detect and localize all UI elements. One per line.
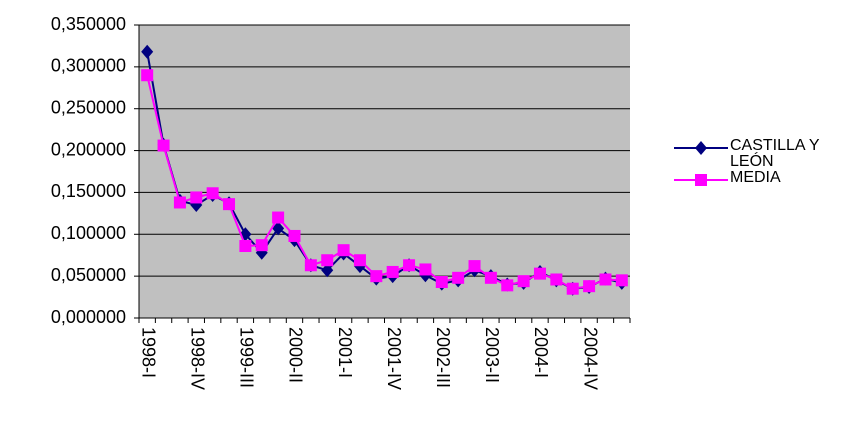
marker bbox=[517, 275, 530, 288]
x-tick-label: 1999-III bbox=[237, 327, 257, 388]
marker bbox=[223, 198, 236, 211]
marker bbox=[304, 259, 317, 272]
legend-label: MEDIA bbox=[730, 169, 781, 186]
marker bbox=[533, 267, 546, 280]
marker bbox=[501, 279, 514, 292]
marker bbox=[157, 139, 170, 152]
x-tick-label: 2001-IV bbox=[384, 327, 404, 390]
marker bbox=[321, 263, 334, 278]
marker bbox=[272, 221, 285, 236]
plot-area bbox=[139, 25, 630, 318]
marker bbox=[435, 276, 448, 289]
x-tick-label: 2004-IV bbox=[580, 327, 600, 390]
marker bbox=[206, 187, 219, 200]
marker bbox=[615, 274, 628, 287]
x-tick-label: 2004-I bbox=[531, 327, 551, 378]
marker bbox=[566, 282, 579, 295]
marker bbox=[272, 211, 285, 224]
legend-item: MEDIA bbox=[672, 170, 830, 186]
marker bbox=[255, 239, 268, 252]
marker bbox=[583, 280, 596, 293]
marker bbox=[550, 273, 563, 286]
y-tick-label: 0,200000 bbox=[51, 139, 126, 159]
marker bbox=[321, 254, 334, 267]
marker bbox=[141, 44, 154, 59]
marker bbox=[695, 141, 707, 155]
y-tick-label: 0,100000 bbox=[51, 223, 126, 243]
x-tick-label: 2002-III bbox=[433, 327, 453, 388]
marker bbox=[403, 259, 416, 272]
marker bbox=[695, 174, 707, 186]
marker bbox=[337, 244, 350, 257]
y-tick-label: 0,150000 bbox=[51, 181, 126, 201]
marker bbox=[484, 271, 497, 284]
marker bbox=[370, 270, 383, 283]
marker bbox=[239, 240, 252, 253]
legend-item: CASTILLA Y LEÓN bbox=[672, 138, 830, 170]
marker bbox=[419, 263, 432, 276]
x-tick-label: 2000-II bbox=[286, 327, 306, 383]
x-tick-label: 2001-I bbox=[335, 327, 355, 378]
y-tick-label: 0,300000 bbox=[51, 56, 126, 76]
marker bbox=[173, 196, 186, 209]
x-tick-label: 1998-IV bbox=[188, 327, 208, 390]
legend: CASTILLA Y LEÓN MEDIA bbox=[672, 138, 842, 186]
marker bbox=[141, 69, 154, 82]
y-tick-label: 0,250000 bbox=[51, 97, 126, 117]
marker bbox=[386, 265, 399, 278]
marker bbox=[468, 260, 481, 273]
legend-label: CASTILLA Y LEÓN bbox=[730, 137, 820, 170]
y-tick-label: 0,000000 bbox=[51, 307, 126, 327]
marker bbox=[288, 229, 301, 242]
marker bbox=[452, 271, 465, 284]
y-tick-label: 0,350000 bbox=[51, 14, 126, 34]
marker bbox=[353, 254, 366, 267]
legend-icon bbox=[674, 141, 728, 155]
x-tick-label: 1998-I bbox=[138, 327, 158, 378]
y-tick-label: 0,050000 bbox=[51, 265, 126, 285]
x-tick-label: 2003-II bbox=[482, 327, 502, 383]
marker bbox=[599, 273, 612, 286]
marker bbox=[190, 191, 203, 204]
legend-icon bbox=[674, 174, 728, 186]
